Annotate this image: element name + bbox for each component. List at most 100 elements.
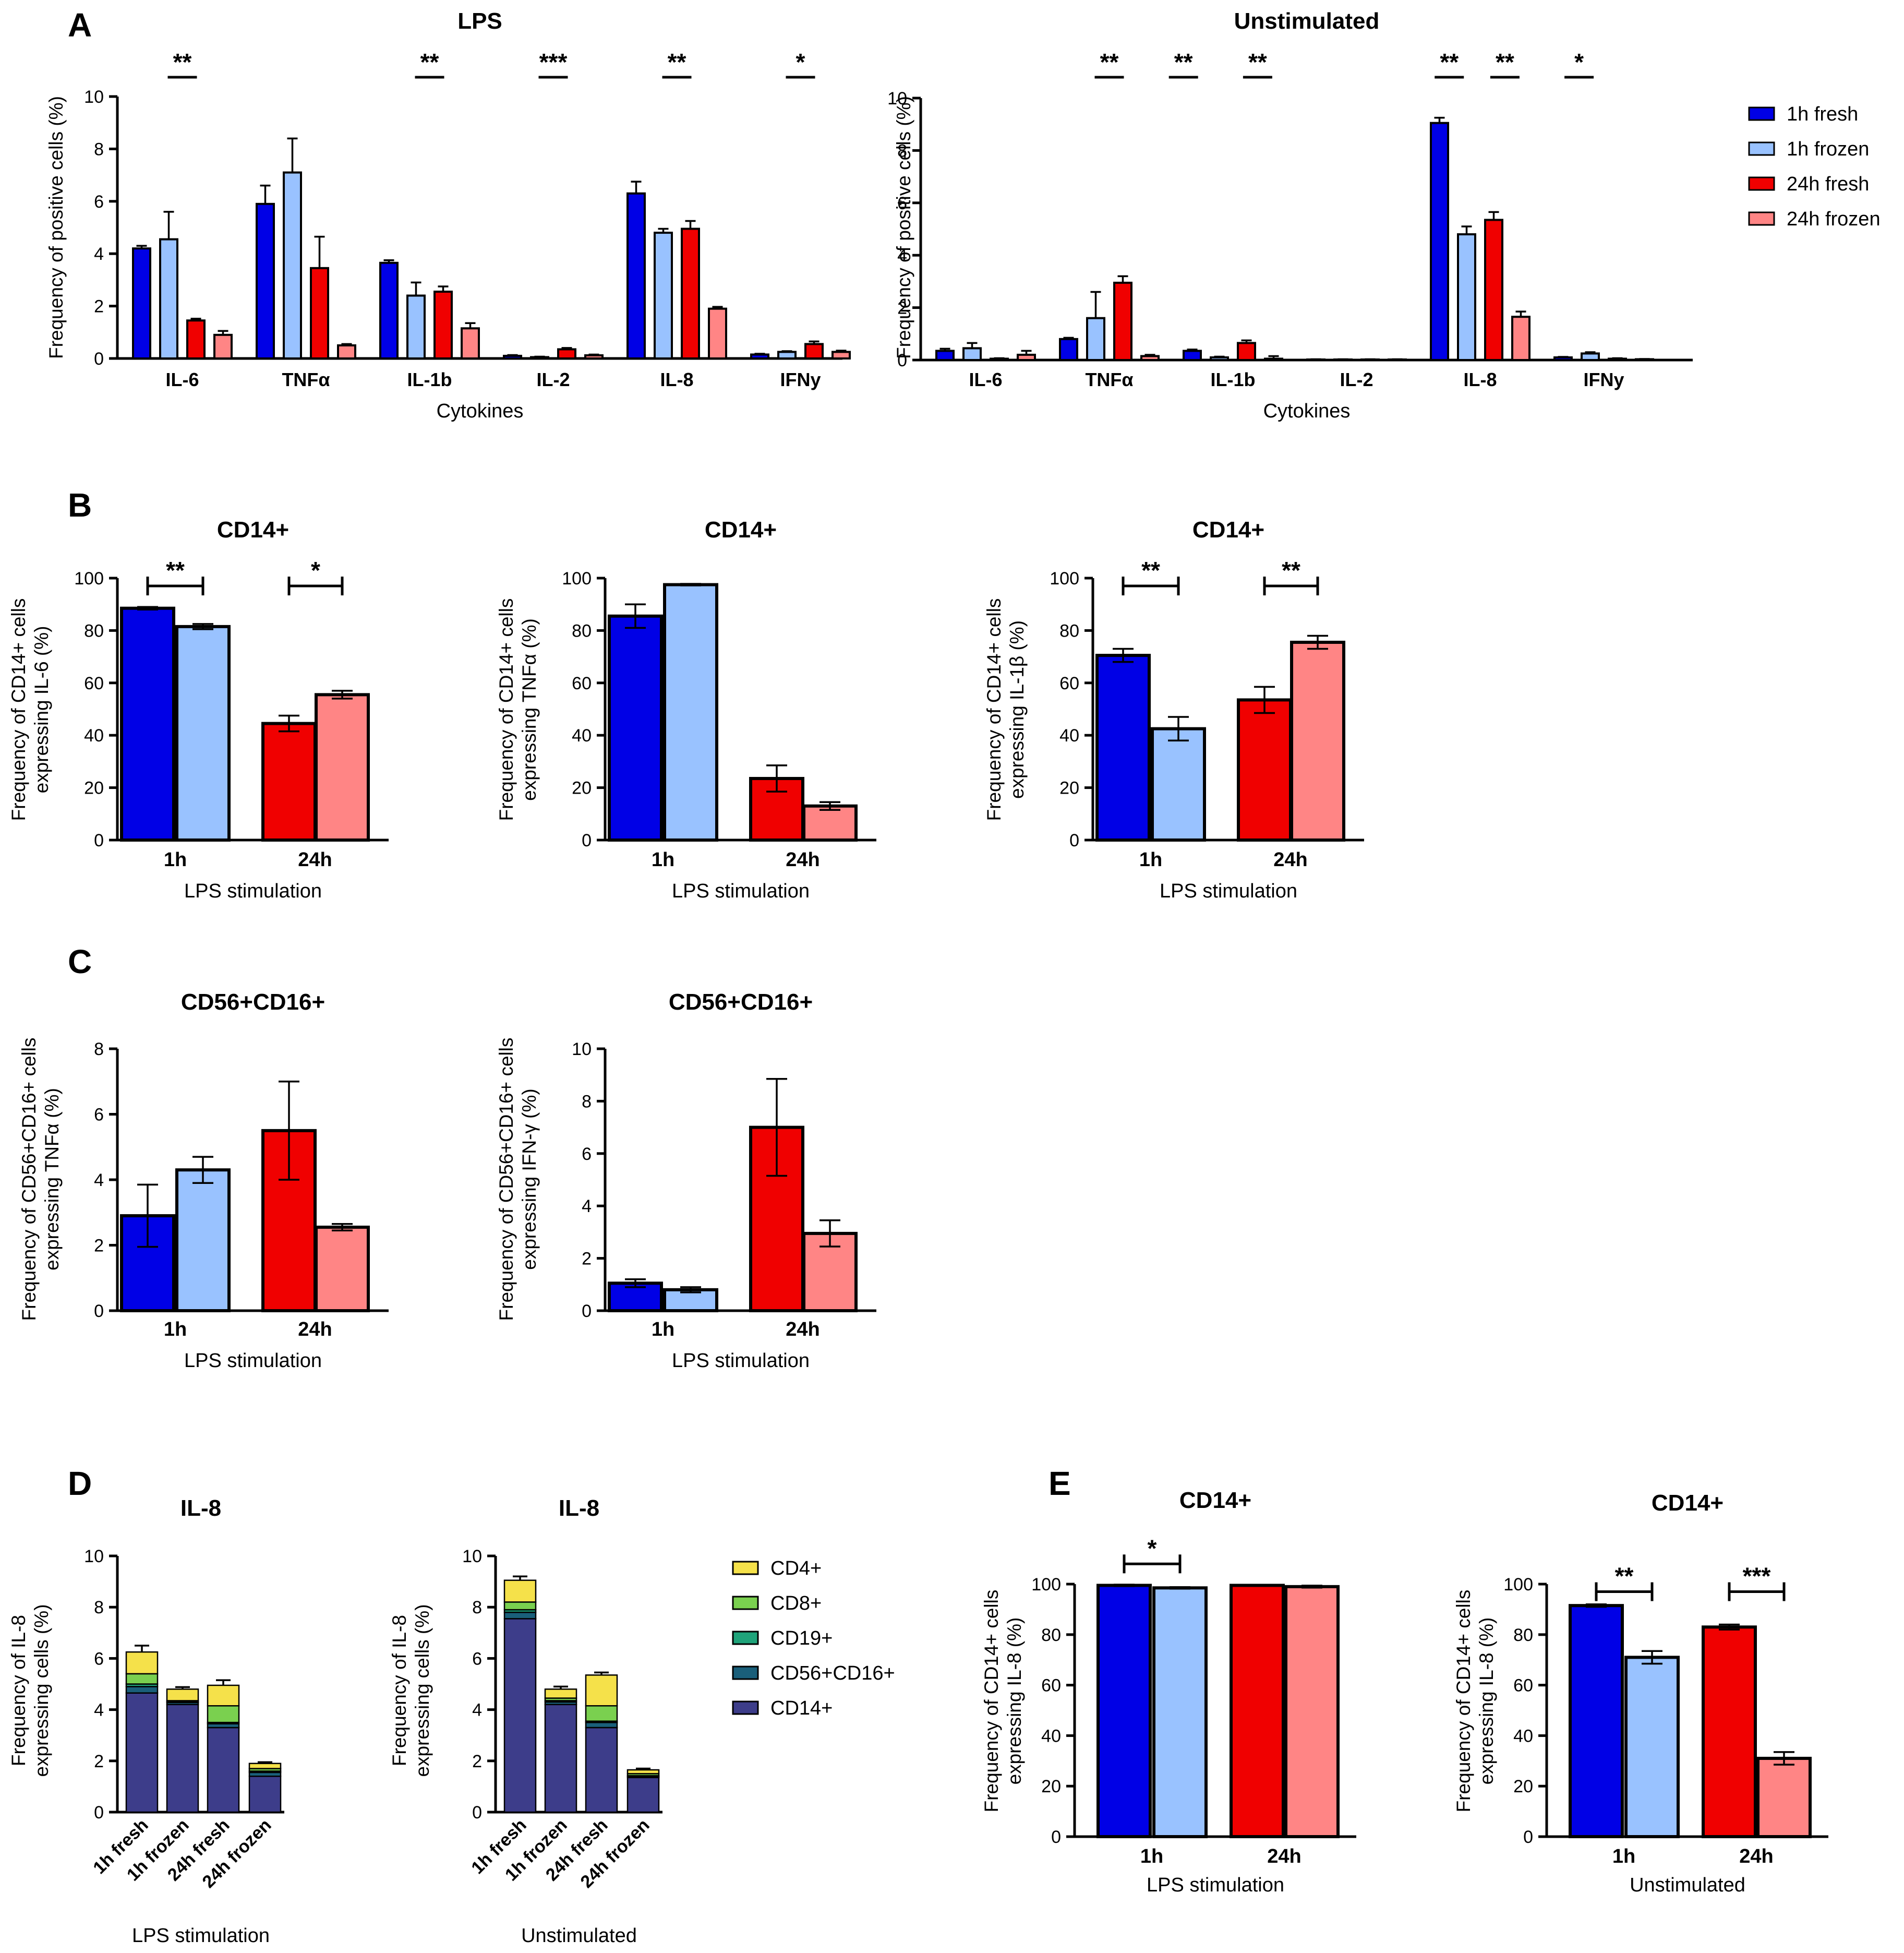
chart-d2: 0 2 4 6 8 10 IL-8 Unstimulated Frequency of IL-8… — [389, 1495, 662, 1947]
x-axis-label: LPS stimulation — [1147, 1874, 1284, 1896]
group-label: 1h — [164, 849, 187, 871]
x-axis-label: Unstimulated — [521, 1925, 637, 1947]
significance-marker: * — [311, 557, 320, 584]
y-tick-label: 8 — [897, 141, 907, 161]
y-axis-label: Frequency of CD14+ cells — [496, 598, 517, 821]
bar — [681, 227, 700, 360]
y-tick-label: 100 — [1031, 1575, 1061, 1595]
stacked-segment — [544, 1688, 577, 1699]
significance-marker: ** — [1141, 557, 1160, 584]
bar — [461, 327, 480, 360]
stacked-segment — [125, 1686, 159, 1694]
y-tick-label: 4 — [897, 246, 907, 266]
bar — [315, 1225, 370, 1313]
y-tick-label: 100 — [1503, 1575, 1533, 1595]
chart-e2: 0 20 40 60 80 100 CD14+ Unstimulated Frequency o… — [1453, 1490, 1828, 1896]
y-tick-label: 40 — [1059, 726, 1079, 746]
significance-marker: * — [1574, 49, 1584, 76]
legend-swatch — [1748, 176, 1775, 191]
stacked-segment — [503, 1611, 537, 1620]
bar — [1756, 1756, 1812, 1838]
y-tick-label: 20 — [1513, 1777, 1533, 1796]
bar — [1059, 338, 1078, 362]
x-axis-label: LPS stimulation — [184, 1350, 322, 1372]
bar — [1581, 352, 1600, 362]
group-label: 1h — [1139, 849, 1162, 871]
chart-a2: 0 2 4 6 8 10 Unstimulated Cytokines Frequency of… — [887, 8, 1693, 422]
y-tick-label: 6 — [897, 194, 907, 213]
y-axis-label: Frequency of positive cells (%) — [45, 96, 67, 359]
stacked-segment — [585, 1721, 618, 1729]
bar — [584, 354, 604, 360]
y-tick-label: 0 — [94, 1301, 104, 1321]
bar — [1183, 350, 1202, 361]
bar — [1230, 1584, 1285, 1838]
y-axis-label: Frequency of IL-8 — [8, 1615, 29, 1766]
bar — [1017, 353, 1036, 362]
bar — [1264, 357, 1283, 361]
chart-e1: 0 20 40 60 80 100 CD14+ LPS stimulation Frequenc… — [981, 1465, 1356, 1896]
group-label: 1h — [164, 1319, 187, 1340]
bar — [175, 1168, 231, 1313]
y-tick-label: 100 — [562, 569, 592, 589]
stacked-segment — [166, 1704, 199, 1813]
legend-swatch — [1748, 141, 1775, 156]
y-tick-label: 0 — [582, 831, 592, 850]
group-label: 1h — [1140, 1846, 1163, 1867]
x-axis-label: LPS stimulation — [132, 1925, 270, 1947]
bar — [1210, 356, 1229, 361]
category-label: IL-6 — [165, 369, 199, 390]
bar — [708, 307, 727, 360]
y-tick-label: 10 — [462, 1547, 482, 1566]
y-tick-label: 80 — [1059, 621, 1079, 641]
legend-swatch — [732, 1631, 759, 1645]
chart-title: CD14+ — [217, 517, 289, 543]
y-tick-label: 6 — [94, 1649, 104, 1669]
bar — [1152, 1586, 1208, 1838]
bar — [1511, 316, 1531, 361]
y-tick-label: 0 — [472, 1803, 482, 1823]
y-tick-label: 8 — [94, 1039, 104, 1059]
category-label: TNFα — [1085, 369, 1133, 390]
legend-groups: 1h fresh 1h frozen 24h fresh 24h frozen — [1748, 103, 1881, 230]
y-tick-label: 80 — [1041, 1625, 1061, 1645]
y-tick-label: 8 — [94, 1598, 104, 1617]
group-label: 24h — [298, 849, 332, 871]
y-tick-label: 6 — [94, 192, 104, 212]
significance-marker: * — [796, 49, 805, 76]
legend-swatch — [1748, 106, 1775, 121]
chart-title: CD56+CD16+ — [669, 989, 813, 1015]
significance-marker: ** — [166, 557, 185, 584]
chart-b1: 0 20 40 60 80 100 CD14+ LPS stimulation Frequenc… — [8, 486, 389, 902]
bar — [175, 625, 231, 842]
bar — [310, 267, 329, 360]
y-axis-label: Frequency of positive cells (%) — [893, 96, 914, 359]
x-axis-label: LPS stimulation — [672, 1350, 810, 1372]
y-tick-label: 4 — [94, 1700, 104, 1720]
bar — [120, 606, 175, 842]
y-tick-label: 2 — [94, 1236, 104, 1256]
bar — [213, 333, 233, 360]
group-label: 24h — [1273, 849, 1307, 871]
bar — [750, 353, 769, 360]
y-tick-label: 60 — [572, 674, 592, 693]
legend-swatch — [732, 1596, 759, 1610]
y-tick-label: 80 — [1513, 1625, 1533, 1645]
y-tick-label: 40 — [84, 726, 104, 746]
group-label: 24h — [1739, 1846, 1773, 1867]
bar — [1702, 1625, 1757, 1839]
y-axis-label: expressing IL-1β (%) — [1006, 620, 1028, 799]
y-tick-label: 6 — [472, 1649, 482, 1669]
bar — [1484, 219, 1503, 361]
stacked-segment — [248, 1763, 282, 1769]
chart-title: CD14+ — [1652, 1490, 1724, 1516]
y-tick-label: 60 — [1513, 1676, 1533, 1696]
y-tick-label: 6 — [94, 1105, 104, 1125]
bar — [283, 171, 302, 360]
legend-label: CD14+ — [770, 1697, 833, 1719]
stacked-segment — [248, 1776, 282, 1813]
significance-marker: ** — [1282, 557, 1300, 584]
bar — [1237, 342, 1256, 361]
legend-swatch — [732, 1561, 759, 1575]
stacked-segment — [585, 1727, 618, 1813]
